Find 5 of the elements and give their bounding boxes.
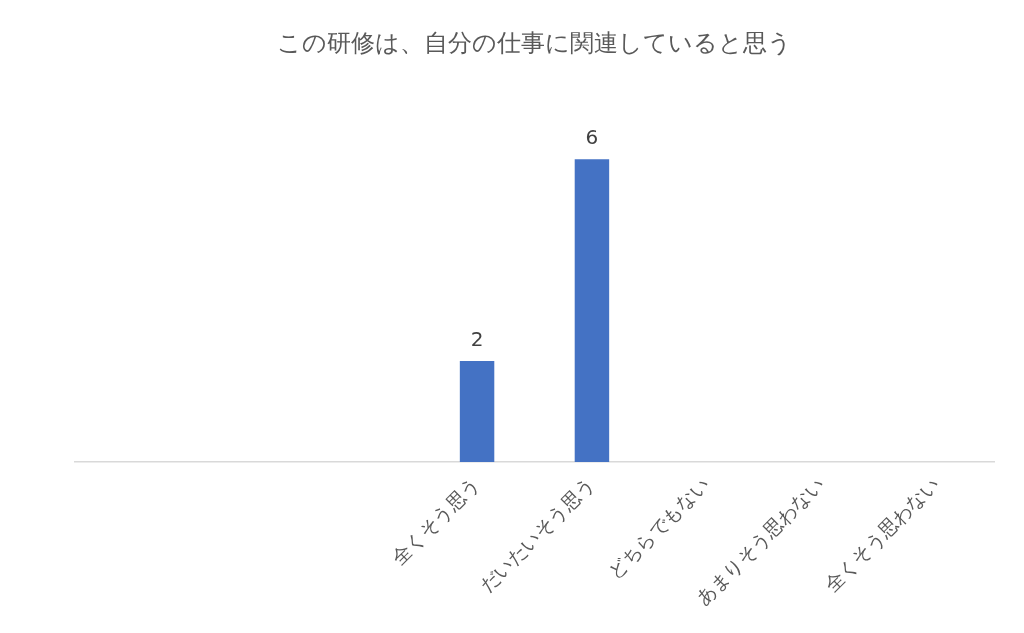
data-label: 2	[470, 327, 484, 352]
data-label: 6	[585, 125, 599, 150]
x-tick-label: どちらでもない	[603, 472, 714, 583]
chart-title: この研修は、自分の仕事に関連していると思う	[277, 28, 792, 57]
x-tick-label: 全くそう思う	[387, 472, 484, 569]
